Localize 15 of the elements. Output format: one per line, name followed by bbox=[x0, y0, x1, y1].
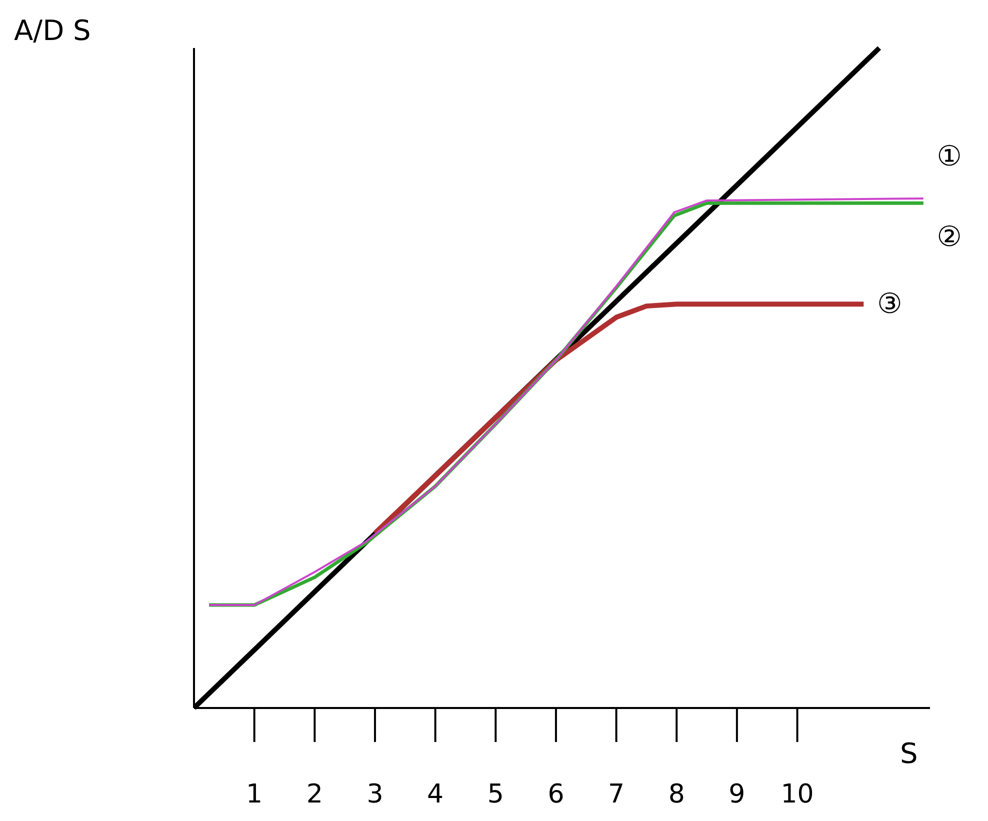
x-tick-label: 7 bbox=[608, 779, 625, 810]
x-tick-label: 8 bbox=[668, 779, 685, 810]
x-tick-label: 10 bbox=[780, 779, 814, 810]
x-tick-label: 4 bbox=[427, 779, 444, 810]
series-label: ③ bbox=[877, 287, 902, 320]
x-tick-label: 1 bbox=[246, 779, 263, 810]
x-tick-label: 6 bbox=[548, 779, 564, 810]
x-axis-title: S bbox=[900, 737, 918, 770]
x-tick-label: 3 bbox=[366, 779, 384, 810]
y-axis-title: A/D S bbox=[14, 14, 91, 47]
x-tick-label: 9 bbox=[728, 779, 746, 810]
x-tick-label: 2 bbox=[306, 779, 323, 810]
series-label: ② bbox=[936, 220, 962, 254]
series-label: ① bbox=[936, 139, 962, 172]
x-tick-label: 5 bbox=[487, 779, 504, 810]
